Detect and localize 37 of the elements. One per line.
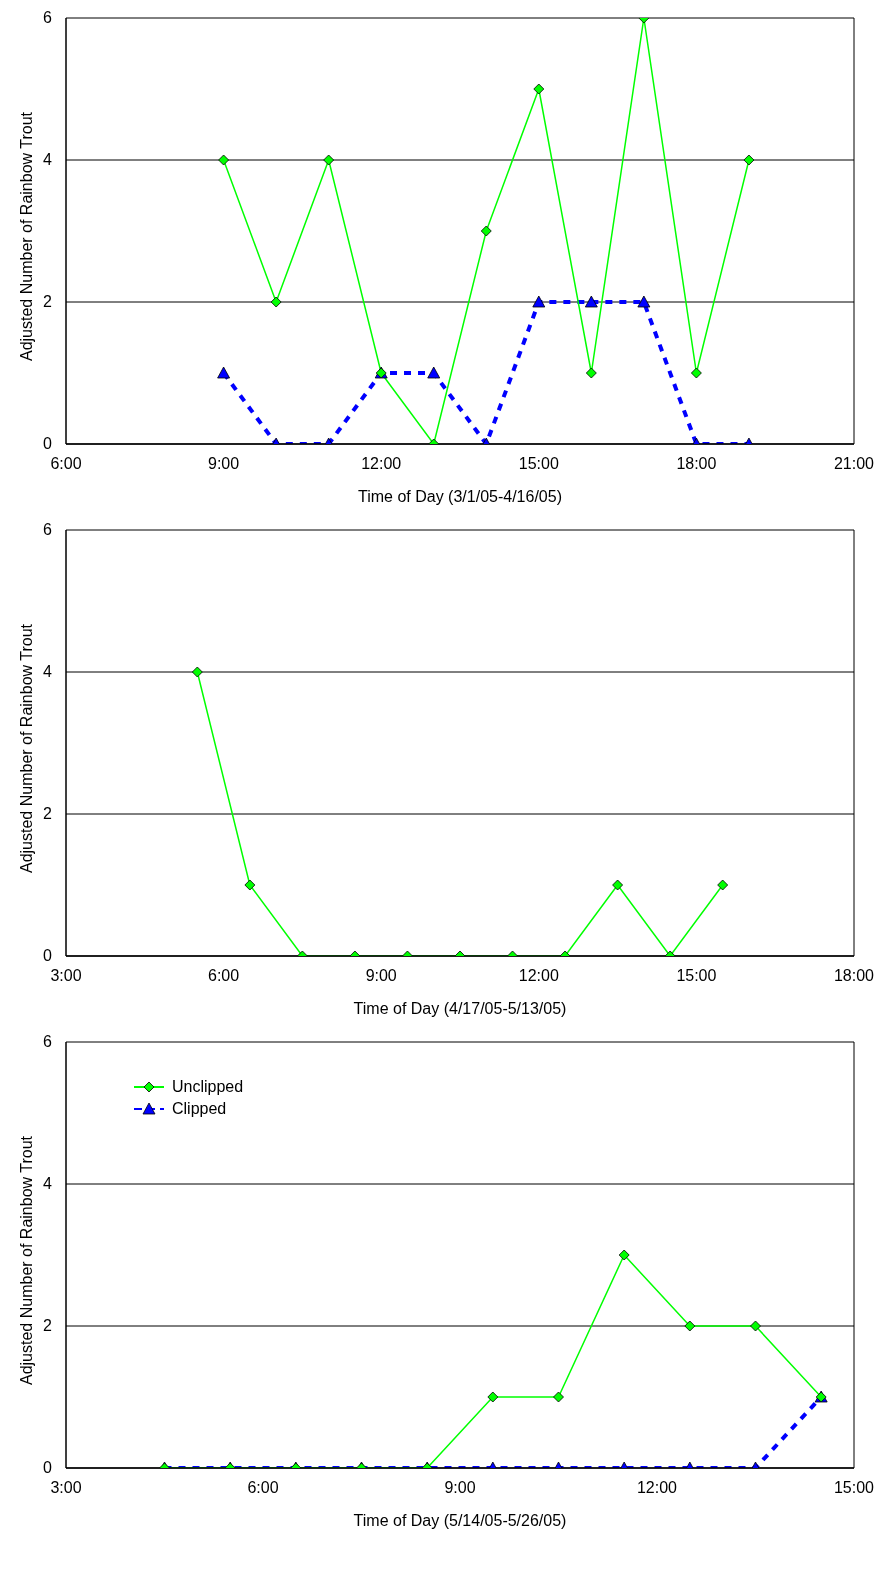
x-tick-label: 6:00 [247,1479,279,1497]
y-tick-label: 0 [43,947,53,964]
x-axis-title: Time of Day (4/17/05-5/13/05) [353,1000,567,1017]
x-tick-label: 6:00 [50,455,82,473]
x-tick-label: 3:00 [50,967,82,985]
y-tick-label: 2 [43,805,53,822]
x-tick-label: 15:00 [676,967,717,985]
y-tick-label: 4 [43,1175,53,1192]
legend-label: Unclipped [172,1077,244,1097]
x-tick-label: 12:00 [518,967,559,985]
y-axis-title: Adjusted Number of Rainbow Trout [17,111,35,361]
x-tick-label: 9:00 [208,455,240,473]
y-tick-label: 2 [43,293,53,310]
x-axis-title: Time of Day (3/1/05-4/16/05) [358,488,562,505]
y-tick-label: 4 [43,151,53,168]
y-tick-label: 4 [43,663,53,680]
x-tick-label: 21:00 [833,455,875,473]
y-tick-label: 6 [43,1033,53,1050]
y-tick-label: 0 [43,1459,53,1476]
x-tick-label: 6:00 [208,967,240,985]
x-tick-label: 18:00 [833,967,875,985]
x-tick-label: 15:00 [833,1479,875,1497]
x-tick-label: 12:00 [636,1479,678,1497]
y-tick-label: 6 [43,521,53,538]
y-tick-label: 2 [43,1317,53,1334]
y-tick-label: 0 [43,435,53,452]
x-tick-label: 18:00 [676,455,717,473]
x-axis-title: Time of Day (5/14/05-5/26/05) [353,1512,567,1529]
x-tick-label: 15:00 [518,455,559,473]
y-axis-title: Adjusted Number of Rainbow Trout [17,1135,35,1385]
y-axis-title: Adjusted Number of Rainbow Trout [17,623,35,873]
y-tick-label: 6 [43,9,53,26]
x-tick-label: 9:00 [444,1479,476,1497]
x-tick-label: 9:00 [365,967,397,985]
x-tick-label: 12:00 [361,455,402,473]
x-tick-label: 3:00 [50,1479,82,1497]
legend-label: Clipped [172,1099,227,1119]
